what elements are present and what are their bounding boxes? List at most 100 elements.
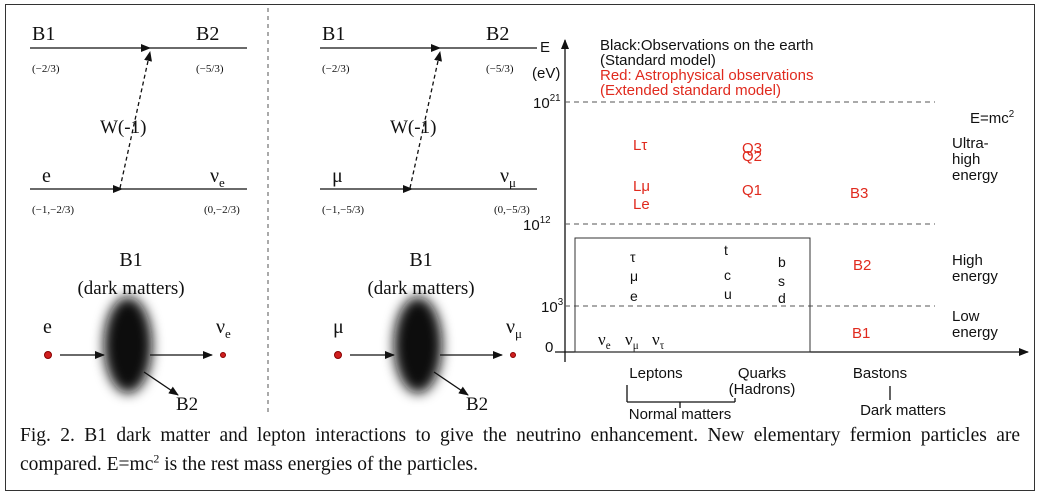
figure: B1(−2/3)B2(−5/3)W(-1)e(−1,−2/3)νe(0,−2/3… [30, 8, 1029, 420]
particle-label-main: ν [506, 316, 515, 338]
figure-frame [5, 4, 1035, 491]
particle-label: B2 [176, 394, 198, 415]
column-label: Quarks [738, 365, 786, 382]
particle-label: B1 [119, 249, 142, 271]
extended-particle: B1 [852, 325, 870, 342]
extended-particle: Q1 [742, 182, 762, 199]
particle-label-main: ν [500, 165, 509, 187]
region-label: Low [952, 308, 980, 325]
charge-label: (−5/3) [486, 63, 514, 75]
particle-label: μ [332, 165, 343, 187]
particle-label: B2 [466, 394, 488, 415]
extended-particle: Lτ [633, 137, 647, 154]
particle-label: B1 [32, 23, 55, 45]
neutrino: νμ [625, 330, 639, 352]
neutrino-script: τ [660, 340, 665, 352]
neutrino-main: ν [598, 330, 606, 349]
neutrino: νe [598, 330, 611, 352]
extended-particle: Q3 [742, 140, 762, 157]
subtitle: (dark matters) [367, 278, 474, 299]
standard-particle: s [778, 273, 785, 289]
legend-line: (Standard model) [600, 52, 716, 69]
caption-sup: 2 [153, 451, 160, 466]
charge-label: (−1,−2/3) [32, 204, 74, 216]
column-label: Leptons [629, 365, 682, 382]
particle-label: B2 [196, 23, 219, 45]
particle-label-main: ν [210, 165, 219, 187]
region-label: High [952, 252, 983, 269]
particle-label: B1 [409, 249, 432, 271]
dark-matter-blob [394, 297, 442, 393]
particle-label-script: e [219, 175, 225, 190]
neutrino-main: ν [625, 330, 633, 349]
boson-line [409, 51, 442, 189]
standard-particle: d [778, 290, 786, 306]
region-label: energy [952, 167, 998, 184]
mass-energy-main: E=mc [970, 110, 1009, 127]
boson-label: W(-1) [390, 117, 436, 138]
standard-particle: t [724, 242, 728, 258]
particle-label: νe [216, 316, 231, 341]
boson-line [119, 51, 152, 189]
particle-dot [334, 351, 342, 359]
standard-particle: τ [630, 249, 636, 265]
energy-level: 0 [545, 339, 553, 356]
particle-label: e [42, 165, 51, 187]
neutrino-main: ν [652, 330, 660, 349]
mass-energy: E=mc2 [970, 109, 1014, 127]
column-label: Bastons [853, 365, 907, 382]
energy-level: 1012 [523, 215, 551, 234]
mass-energy-script: 2 [1009, 109, 1014, 120]
group-label: Dark matters [860, 402, 946, 419]
particle-label: νμ [500, 165, 516, 190]
energy-level-main: 10 [523, 217, 540, 234]
caption: Fig. 2. B1 dark matter and lepton intera… [20, 421, 1020, 479]
standard-particle: c [724, 267, 731, 283]
particle-label: B2 [486, 23, 509, 45]
extended-particle: Lμ [633, 178, 650, 195]
standard-particle: e [630, 288, 638, 304]
extended-particle: Le [633, 196, 650, 213]
particle-label: μ [333, 316, 344, 338]
energy-level-main: 10 [533, 95, 550, 112]
extended-particle: B2 [853, 257, 871, 274]
caption-text: is the rest mass energies of the particl… [159, 454, 478, 475]
legend-line: Red: Astrophysical observations [600, 67, 813, 84]
product-arrow [143, 371, 179, 396]
energy-level-script: 3 [558, 297, 563, 308]
energy-level-script: 21 [550, 93, 561, 104]
charge-label: (0,−2/3) [204, 204, 240, 216]
energy-level-script: 12 [540, 215, 551, 226]
particle-label-script: μ [509, 175, 516, 190]
extended-particle: B3 [850, 185, 868, 202]
energy-level: 1021 [533, 93, 561, 112]
neutrino-script: μ [633, 340, 639, 352]
particle-dot [510, 352, 516, 358]
subtitle: (dark matters) [77, 278, 184, 299]
particle-label-script: e [225, 326, 231, 341]
particle-label: B1 [322, 23, 345, 45]
neutrino: ντ [652, 330, 665, 352]
standard-particle: μ [630, 268, 638, 284]
column-label: (Hadrons) [729, 381, 796, 398]
standard-box [574, 237, 811, 353]
particle-dot [220, 352, 226, 358]
particle-label-script: μ [515, 326, 522, 341]
boson-label: W(-1) [100, 117, 146, 138]
charge-label: (−1,−5/3) [322, 204, 364, 216]
dark-matter-blob [104, 297, 152, 393]
axis-label: E [540, 39, 550, 56]
particle-label-main: ν [216, 316, 225, 338]
energy-level-main: 10 [541, 299, 558, 316]
region-label: energy [952, 324, 998, 341]
particle-label: e [43, 316, 52, 338]
axis-label: (eV) [532, 65, 560, 82]
energy-level: 103 [541, 297, 563, 316]
group-label: Normal matters [629, 406, 732, 420]
particle-dot [44, 351, 52, 359]
standard-particle: u [724, 286, 732, 302]
particle-label: νe [210, 165, 225, 190]
product-arrow [433, 371, 469, 396]
region-label: energy [952, 268, 998, 285]
